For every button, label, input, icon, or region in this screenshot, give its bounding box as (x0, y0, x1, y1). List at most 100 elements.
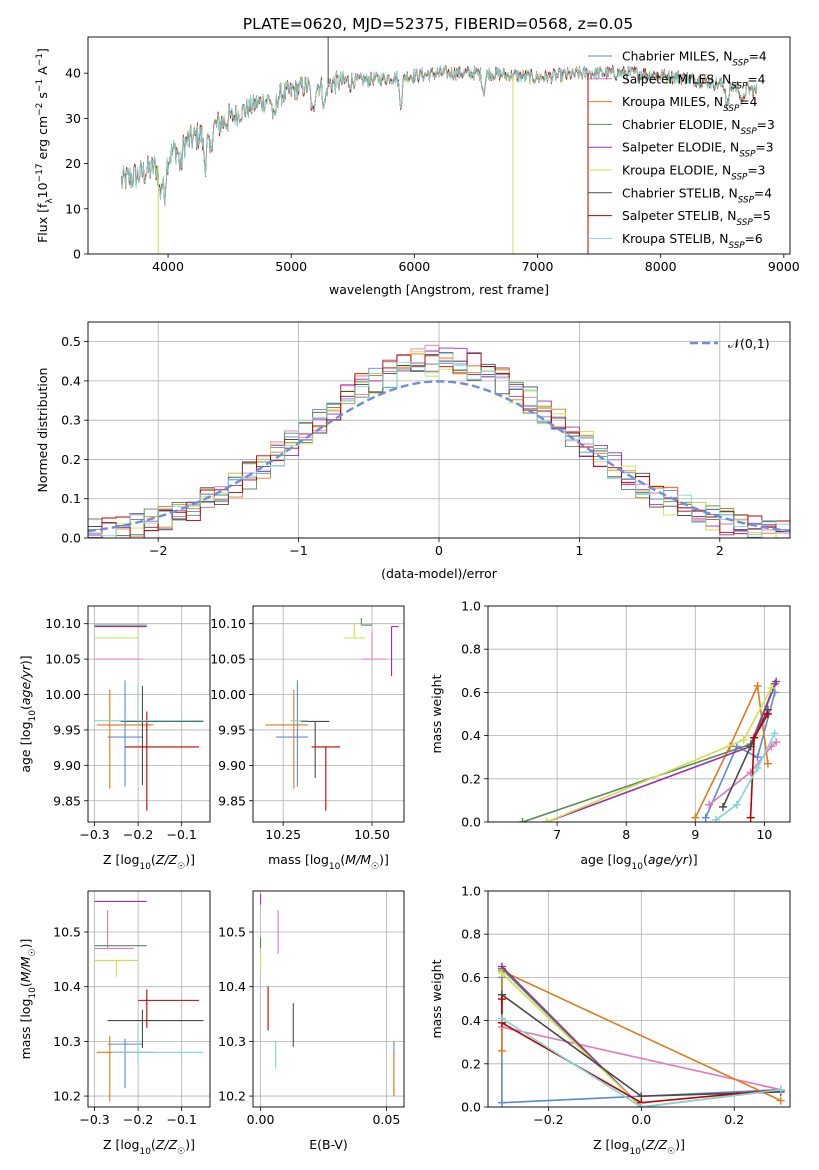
y-tick-label: 9.90 (53, 758, 81, 773)
y-tick-label: 0 (73, 247, 81, 262)
y-tick-label: 10.4 (53, 979, 81, 994)
weight-line-kroupa_stelib (501, 1017, 781, 1107)
spectrum-chabrier_miles (120, 65, 758, 207)
y-tick-label: 0.0 (61, 531, 81, 546)
axis-label: Z [log10(Z/Z☉)] (103, 852, 195, 872)
weight_vs_Z-lines (497, 962, 785, 1107)
weight-line-kroupa_elodie (501, 972, 642, 1107)
weight-marker-kroupa_stelib (637, 1103, 646, 1107)
age_vs_Z-axes: −0.3 −0.2 −0.1 9.85 9.90 9.95 10.00 10.05 10.10 (45, 606, 210, 842)
axis-label: Flux [fλ10−17 erg cm−2 s−1 A−1] (35, 48, 55, 243)
y-tick-label: 9.95 (218, 722, 246, 737)
mass_vs_Z-points (94, 900, 204, 1102)
legend-label-kroupa_miles: Kroupa MILES, NSSP=4 (622, 95, 758, 114)
weight-marker-chabrier_miles (701, 813, 710, 822)
weight_vs_Z-frame (487, 890, 791, 1108)
weight-marker-salpeter_elodie (772, 677, 781, 686)
y-tick-label: 0.6 (461, 970, 481, 985)
weight-marker-kroupa_miles (497, 1046, 506, 1055)
mass-vs-ebv-xlabel: E(B-V) (309, 1137, 348, 1152)
mass_vs_ebv-frame (252, 890, 405, 1108)
weight-marker-kroupa_elodie (739, 735, 748, 744)
x-tick-label: 9 (691, 827, 699, 842)
x-tick-label: −0.3 (79, 827, 109, 842)
spectrum-lines (120, 37, 758, 254)
residuals-ylabel: Normed distribution (35, 368, 50, 493)
weight-marker-kroupa_elodie (767, 684, 776, 693)
y-tick-label: 0.0 (461, 815, 481, 830)
y-tick-label: 10.10 (45, 616, 81, 631)
spectrum-xlabel: wavelength [Angstrom, rest frame] (329, 282, 549, 297)
legend-label-kroupa_elodie: Kroupa ELODIE, NSSP=3 (622, 164, 765, 183)
y-tick-label: 10.2 (53, 1089, 81, 1104)
axis-label: Z [log10(Z/Z☉)] (103, 1137, 195, 1157)
weight-marker-salpeter_miles (705, 800, 714, 809)
weight_vs_Z-ylabel: mass weight (429, 959, 444, 1038)
y-tick-label: 0.2 (461, 1056, 481, 1071)
y-tick-label: 10 (65, 201, 81, 216)
residuals-frame (87, 321, 791, 539)
x-tick-label: 1 (575, 543, 583, 558)
age_vs_mass-axes: 10.25 10.50 9.85 9.90 9.95 10.00 10.05 10.10 (210, 606, 404, 842)
y-tick-label: 20 (65, 156, 81, 171)
y-tick-label: 0.8 (461, 927, 481, 942)
y-tick-label: 1.0 (461, 599, 481, 614)
x-tick-label: 8 (622, 827, 630, 842)
mass_vs_ebv-points (259, 893, 395, 1097)
x-tick-label: 7 (553, 827, 561, 842)
x-tick-label: 0.2 (724, 1112, 744, 1127)
weight-line-salpeter_elodie (546, 681, 777, 822)
age_vs_mass-frame (252, 605, 405, 823)
x-tick-label: 9000 (768, 259, 800, 274)
y-tick-label: 10.00 (210, 687, 246, 702)
y-tick-label: 1.0 (461, 884, 481, 899)
spectrum-kroupa_stelib (120, 65, 758, 205)
y-tick-label: 0.5 (61, 334, 81, 349)
y-tick-label: 0.1 (61, 491, 81, 506)
x-tick-label: 10 (756, 827, 772, 842)
weight-marker-kroupa_stelib (712, 815, 721, 822)
x-tick-label: 0.00 (247, 1112, 275, 1127)
legend-label-salpeter_elodie: Salpeter ELODIE, NSSP=3 (622, 141, 774, 160)
weight-marker-chabrier_stelib (718, 802, 727, 811)
axis-label: age [log10(age/yr)] (18, 655, 38, 772)
weight_vs_age-ylabel: mass weight (429, 674, 444, 753)
y-tick-label: 0.2 (61, 452, 81, 467)
weight-line-chabrier_miles (704, 692, 776, 819)
y-tick-label: 30 (65, 111, 81, 126)
x-tick-label: 5000 (275, 259, 307, 274)
y-tick-label: 9.85 (53, 793, 81, 808)
axis-label: mass [log10(M/M☉)] (268, 852, 389, 872)
mass_vs_Z-frame (87, 890, 211, 1108)
age_vs_Z-points (94, 624, 204, 811)
axis-label: mass [log10(M/M☉)] (18, 939, 38, 1060)
x-tick-label: 6000 (398, 259, 430, 274)
y-tick-label: 0.4 (61, 373, 81, 388)
y-tick-label: 0.2 (461, 771, 481, 786)
y-tick-label: 40 (65, 66, 81, 81)
y-tick-label: 10.05 (210, 652, 246, 667)
x-tick-label: −0.2 (533, 1112, 563, 1127)
weight-marker-kroupa_miles (691, 813, 700, 822)
legend-label-salpeter_stelib: Salpeter STELIB, NSSP=5 (622, 209, 771, 228)
residuals-axes: −2 −1 0 1 2 0.0 0.1 0.2 0.3 0.4 0.5 (61, 322, 790, 558)
x-tick-label: 8000 (645, 259, 677, 274)
weight-marker-chabrier_miles (753, 753, 762, 762)
x-tick-label: 7000 (522, 259, 554, 274)
spectrum-kroupa_miles (120, 65, 758, 205)
y-tick-label: 0.8 (461, 642, 481, 657)
legend-label-chabrier_elodie: Chabrier ELODIE, NSSP=3 (622, 118, 775, 137)
weight-marker-salpeter_stelib (497, 995, 506, 1003)
residuals-legend: 𝒩(0,1) (690, 336, 770, 351)
spectrum-salpeter_miles (120, 65, 758, 206)
y-tick-label: 10.3 (53, 1034, 81, 1049)
weight-marker-chabrier_elodie (518, 818, 527, 822)
weight-marker-kroupa_stelib (770, 729, 779, 738)
spectrum-salpeter_elodie (120, 65, 758, 205)
weight_vs_age-lines (518, 677, 781, 822)
x-tick-label: −0.3 (79, 1112, 109, 1127)
x-tick-label: 4000 (152, 259, 184, 274)
legend-label-chabrier_stelib: Chabrier STELIB, NSSP=4 (622, 186, 772, 205)
weight-marker-salpeter_stelib (763, 710, 772, 718)
